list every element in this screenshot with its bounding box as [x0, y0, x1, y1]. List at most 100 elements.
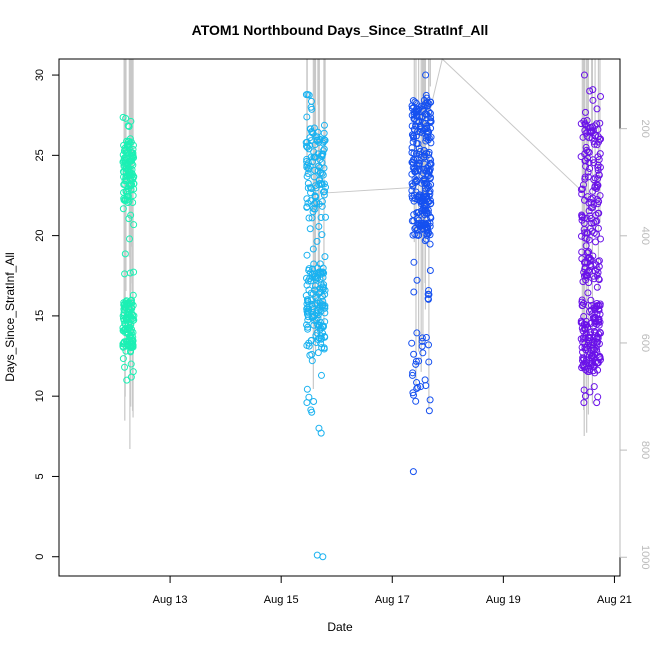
- x-tick-label: Aug 15: [264, 594, 299, 606]
- data-point: [414, 208, 422, 216]
- data-point: [127, 315, 135, 323]
- data-point: [129, 343, 137, 351]
- y-axis-label: Days_Since_StratInf_All: [3, 252, 17, 381]
- data-point: [587, 127, 595, 135]
- data-point: [317, 371, 325, 379]
- data-point: [580, 196, 588, 204]
- data-point: [412, 188, 420, 196]
- data-point: [418, 334, 426, 342]
- data-point: [126, 171, 134, 179]
- data-point: [410, 350, 418, 358]
- data-point: [584, 173, 592, 181]
- data-point: [417, 383, 425, 391]
- data-point: [596, 235, 604, 243]
- data-point: [303, 385, 311, 393]
- data-point: [408, 371, 416, 379]
- data-point: [423, 209, 431, 217]
- data-point: [308, 408, 316, 416]
- data-point: [122, 114, 130, 122]
- data-point: [315, 223, 323, 231]
- data-point: [591, 319, 599, 327]
- data-point: [304, 297, 312, 305]
- data-point: [581, 340, 589, 348]
- data-point: [588, 227, 596, 235]
- data-point: [581, 363, 589, 371]
- data-point: [409, 468, 417, 476]
- data-point: [594, 209, 602, 217]
- data-point: [580, 71, 588, 79]
- data-point: [596, 119, 604, 127]
- data-point: [314, 349, 322, 357]
- data-point: [414, 383, 422, 391]
- data-point: [414, 107, 422, 115]
- data-point: [129, 199, 137, 207]
- data-point: [586, 357, 594, 365]
- data-point: [592, 304, 600, 312]
- data-point: [422, 334, 430, 342]
- data-point: [582, 143, 590, 151]
- data-point: [413, 276, 421, 284]
- data-point: [303, 142, 311, 150]
- data-point: [422, 235, 430, 243]
- data-point: [321, 136, 329, 144]
- data-point: [577, 335, 585, 343]
- data-point: [319, 286, 327, 294]
- data-point: [129, 291, 137, 299]
- data-point: [318, 231, 326, 239]
- data-point: [590, 361, 598, 369]
- data-point: [316, 303, 324, 311]
- data-point: [412, 122, 420, 130]
- y-tick-label: 20: [34, 229, 46, 241]
- data-point: [580, 225, 588, 233]
- data-point: [315, 162, 323, 170]
- data-point: [427, 214, 435, 222]
- data-point: [589, 96, 597, 104]
- data-point: [305, 266, 313, 274]
- data-point: [313, 237, 321, 245]
- data-point: [409, 133, 417, 141]
- data-point: [591, 316, 599, 324]
- data-point: [130, 221, 138, 229]
- data-point: [590, 138, 598, 146]
- data-point: [427, 160, 435, 168]
- data-point: [129, 145, 137, 153]
- data-point: [412, 397, 420, 405]
- data-point: [310, 205, 318, 213]
- data-point: [590, 383, 598, 391]
- profile-lines: [123, 59, 601, 450]
- data-point: [427, 114, 435, 122]
- data-point: [579, 354, 587, 362]
- data-point: [129, 149, 137, 157]
- data-point: [303, 113, 311, 121]
- data-point: [304, 325, 312, 333]
- data-point: [124, 122, 132, 130]
- data-point: [306, 225, 314, 233]
- data-point: [320, 145, 328, 153]
- data-point: [589, 86, 597, 94]
- data-point: [319, 292, 327, 300]
- data-point: [578, 255, 586, 263]
- data-point: [128, 157, 136, 165]
- data-point: [127, 211, 135, 219]
- data-point: [310, 398, 318, 406]
- data-point: [319, 323, 327, 331]
- data-point: [311, 282, 319, 290]
- y-tick-label: 5: [34, 473, 46, 479]
- data-point: [595, 276, 603, 284]
- data-point: [581, 175, 589, 183]
- data-point: [410, 288, 418, 296]
- y-axis: 0 5 10 15 20 25 30: [34, 69, 60, 560]
- data-point: [590, 140, 598, 148]
- data-point: [594, 258, 602, 266]
- data-point: [589, 194, 597, 202]
- data-point: [130, 268, 138, 276]
- data-point: [425, 286, 433, 294]
- data-point: [581, 108, 589, 116]
- data-point: [593, 283, 601, 291]
- data-point: [303, 203, 311, 211]
- data-point: [577, 186, 585, 194]
- data-point: [411, 175, 419, 183]
- data-point: [309, 290, 317, 298]
- data-point: [319, 188, 327, 196]
- data-point: [304, 199, 312, 207]
